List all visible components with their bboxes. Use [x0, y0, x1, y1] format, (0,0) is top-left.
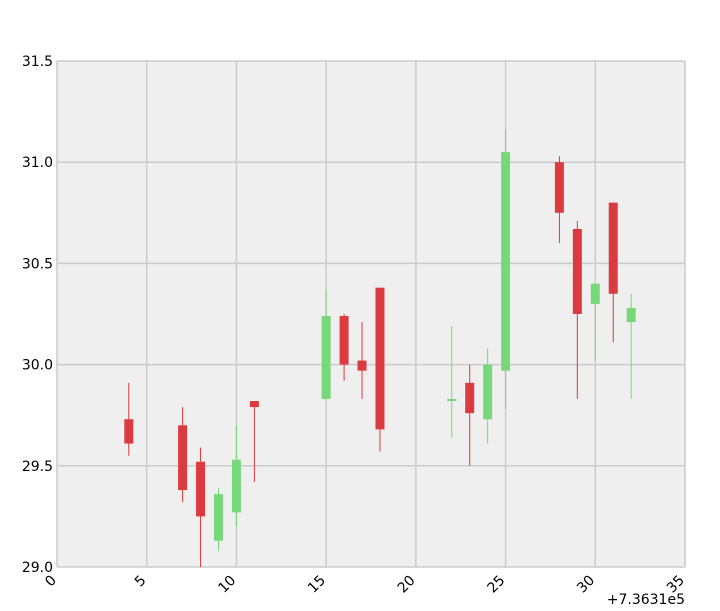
- candle-body: [357, 360, 367, 371]
- x-tick-label: 10: [215, 573, 239, 597]
- x-tick-label: 25: [484, 573, 508, 597]
- candle-body: [178, 425, 188, 491]
- y-tick-label: 31.0: [22, 155, 53, 171]
- candle-body: [447, 399, 457, 402]
- candle-body: [375, 287, 385, 430]
- candle-body: [554, 162, 564, 213]
- y-tick-label: 29.0: [22, 560, 53, 576]
- candle-body: [590, 283, 600, 304]
- candle-body: [501, 152, 511, 371]
- x-tick-label: 30: [574, 573, 598, 597]
- candle-body: [572, 228, 582, 314]
- candle-body: [339, 316, 349, 365]
- y-tick-label: 30.5: [22, 256, 53, 272]
- candle-body: [249, 401, 259, 408]
- x-tick-label: 0: [42, 573, 60, 591]
- y-tick-label: 29.5: [22, 459, 53, 475]
- x-offset-label: +7.3631e5: [607, 592, 685, 608]
- candle-body: [196, 461, 206, 517]
- candle-body: [608, 202, 618, 294]
- candle-body: [231, 459, 241, 513]
- y-tick-label: 30.0: [22, 358, 53, 374]
- candle-body: [321, 316, 331, 400]
- candle-body: [465, 382, 475, 414]
- x-tick-label: 5: [132, 573, 150, 591]
- plot-area: [57, 61, 685, 567]
- x-tick-label: 15: [305, 573, 329, 597]
- candle-body: [483, 364, 493, 420]
- x-tick-label: 20: [395, 573, 419, 597]
- candle-body: [124, 419, 134, 444]
- y-tick-label: 31.5: [22, 54, 53, 70]
- candle-body: [214, 494, 223, 541]
- candle-body: [626, 307, 636, 323]
